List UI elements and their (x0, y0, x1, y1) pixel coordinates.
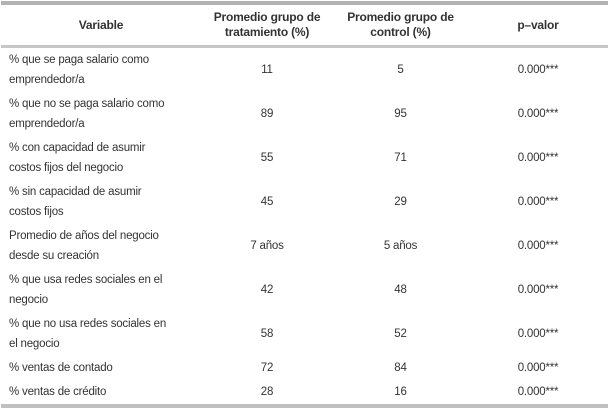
cell-control: 71 (394, 152, 407, 164)
table-row: % que se paga salario como emprendedor/a… (1, 47, 608, 93)
cell-variable: % ventas de contado (9, 362, 113, 374)
table-row: % sin capacidad de asumir costos fijos 4… (1, 180, 608, 224)
table-row: % que usa redes sociales en el negocio 4… (1, 268, 608, 312)
cell-pvalue: 0.000*** (517, 362, 559, 374)
cell-pvalue: 0.000*** (517, 152, 559, 164)
table-row: % que no se paga salario como emprendedo… (1, 92, 608, 136)
column-header-treatment: Promedio grupo de tratamiento (%) (201, 3, 333, 48)
cell-variable: % que usa redes sociales en el negocio (9, 274, 163, 306)
table-row: % con capacidad de asumir costos fijos d… (1, 136, 608, 180)
cell-treatment: 72 (260, 362, 274, 374)
table-header: Variable Promedio grupo de tratamiento (… (1, 3, 608, 48)
cell-control: 5 años (383, 240, 418, 252)
cell-treatment: 7 años (250, 240, 284, 252)
cell-control: 95 (394, 108, 407, 120)
cell-variable: % sin capacidad de asumir costos fijos (9, 186, 142, 218)
cell-control: 5 (397, 64, 404, 76)
cell-control: 16 (394, 386, 407, 398)
cell-variable: % ventas de crédito (9, 386, 107, 398)
cell-treatment: 28 (260, 386, 274, 398)
cell-pvalue: 0.000*** (517, 240, 559, 252)
cell-pvalue: 0.000*** (517, 108, 559, 120)
cell-variable: % con capacidad de asumir costos fijos d… (9, 142, 146, 174)
cell-variable: % que se paga salario como emprendedor/a (9, 54, 149, 86)
column-header-control: Promedio grupo de control (%) (333, 3, 468, 48)
column-header-pvalue: p–valor (468, 3, 608, 48)
header-row: Variable Promedio grupo de tratamiento (… (1, 3, 608, 48)
cell-pvalue: 0.000*** (517, 386, 559, 398)
cell-variable: % que no se paga salario como emprendedo… (9, 98, 165, 130)
cell-pvalue: 0.000*** (517, 64, 559, 76)
table-row: % que no usa redes sociales en el negoci… (1, 312, 608, 356)
cell-control: 29 (394, 196, 407, 208)
cell-treatment: 42 (260, 284, 274, 296)
cell-treatment: 55 (260, 152, 274, 164)
cell-variable: % que no usa redes sociales en el negoci… (9, 318, 167, 350)
cell-pvalue: 0.000*** (517, 284, 559, 296)
column-header-variable: Variable (1, 3, 201, 48)
cell-control: 48 (394, 284, 407, 296)
cell-treatment: 45 (260, 196, 274, 208)
cell-treatment: 11 (261, 64, 273, 76)
cell-treatment: 89 (260, 108, 274, 120)
cell-control: 84 (394, 362, 407, 374)
cell-treatment: 58 (260, 328, 274, 340)
cell-control: 52 (394, 328, 407, 340)
cell-pvalue: 0.000*** (517, 196, 559, 208)
cell-pvalue: 0.000*** (517, 328, 559, 340)
table-row: Promedio de años del negocio desde su cr… (1, 224, 608, 268)
table-row: % ventas de contado 72 84 0.000*** (1, 356, 608, 380)
table-body: % que se paga salario como emprendedor/a… (1, 47, 608, 407)
cell-variable: Promedio de años del negocio desde su cr… (9, 230, 159, 262)
table-row: % ventas de crédito 28 16 0.000*** (1, 380, 608, 406)
